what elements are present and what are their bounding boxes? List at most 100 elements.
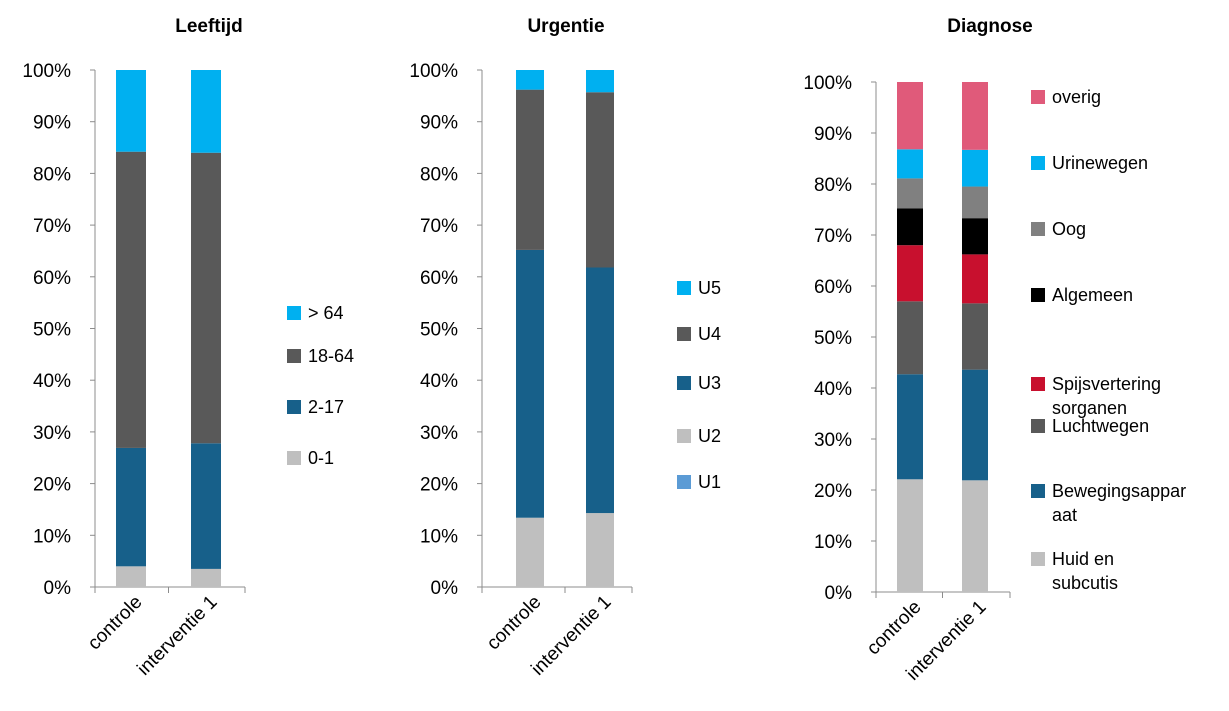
bar-segment [897,149,923,179]
y-tick-label: 20% [420,475,458,496]
legend-swatch [677,376,691,390]
y-tick-label: 60% [420,268,458,289]
y-tick-label: 30% [420,423,458,444]
bar-segment [586,513,614,587]
legend-swatch [287,306,301,320]
y-tick-label: 20% [33,475,71,496]
y-tick-label: 90% [814,124,852,145]
bar-segment [962,82,988,150]
bar-segment [897,479,923,592]
bar-segment [191,568,221,587]
legend-swatch [1031,377,1045,391]
legend-label: Spijsvertering sorganen [1052,374,1161,418]
legend-label: Huid en subcutis [1052,549,1118,593]
bar-segment [962,254,988,304]
x-tick-label: interventie 1 [133,592,221,680]
y-tick-label: 70% [420,216,458,237]
legend-label: Algemeen [1052,285,1133,305]
y-tick-label: 10% [420,526,458,547]
y-tick-label: 10% [814,532,852,553]
legend-label: U1 [698,472,721,492]
legend-swatch [1031,288,1045,302]
bar-segment [586,267,614,514]
legend-swatch [1031,222,1045,236]
bar-segment [191,70,221,153]
legend-label: Urinewegen [1052,153,1148,173]
y-tick-label: 90% [420,113,458,134]
bar-segment [897,178,923,209]
y-tick-label: 50% [420,320,458,341]
chart-title: Diagnose [947,16,1033,37]
chart-1: Urgentie 0% 10% 20% 30% 40% 50% 60% 70% 80% 90% 100… [409,16,721,680]
bar-segment [116,151,146,448]
legend-label: Luchtwegen [1052,416,1149,436]
bar-segment [897,82,923,150]
legend-label: 0-1 [308,448,334,468]
legend-label: U4 [698,324,721,344]
bar-segment [516,89,544,250]
bar-segment [586,92,614,268]
chart-title: Urgentie [527,16,604,37]
bar-segment [516,249,544,518]
legend-swatch [677,475,691,489]
legend-swatch [677,281,691,295]
y-tick-label: 60% [33,268,71,289]
bar-segment [516,70,544,90]
bar-segment [962,149,988,187]
bar-segment [897,374,923,480]
bar-segment [116,70,146,152]
legend-label: U3 [698,373,721,393]
y-tick-label: 0% [825,583,853,604]
legend-swatch [677,429,691,443]
bar-segment [897,301,923,375]
y-tick-label: 70% [814,226,852,247]
bar-segment [191,152,221,444]
legend-label: Oog [1052,219,1086,239]
legend-label: > 64 [308,303,344,323]
y-tick-label: 80% [420,164,458,185]
x-tick-label: controle [84,592,147,655]
bar-segment [897,245,923,302]
legend-swatch [1031,156,1045,170]
legend-swatch [1031,552,1045,566]
y-tick-label: 70% [33,216,71,237]
y-tick-label: 100% [409,61,458,82]
bar-segment [191,443,221,569]
y-tick-label: 0% [44,578,72,599]
y-tick-label: 80% [814,175,852,196]
chart-2: Diagnose 0% 10% 20% 30% 40% 50% 60% 70% 80% 90% 100… [803,16,1186,685]
legend-swatch [287,349,301,363]
bar-segment [897,208,923,246]
legend-swatch [287,400,301,414]
y-tick-label: 80% [33,164,71,185]
bar-segment [586,70,614,93]
y-tick-label: 90% [33,113,71,134]
y-tick-label: 30% [814,430,852,451]
chart-0: Leeftijd 0% 10% 20% 30% 40% 50% 60% 70% 80% 90% 100… [22,16,354,680]
legend-swatch [1031,419,1045,433]
y-tick-label: 0% [431,578,459,599]
bar-segment [962,186,988,219]
y-tick-label: 100% [803,73,852,94]
legend-swatch [1031,90,1045,104]
legend-label: overig [1052,87,1101,107]
bar-segment [962,218,988,255]
legend-label: Bewegingsappar aat [1052,481,1186,525]
bar-segment [962,369,988,481]
y-tick-label: 40% [33,371,71,392]
y-tick-label: 30% [33,423,71,444]
x-tick-label: controle [863,597,926,660]
legend-swatch [1031,484,1045,498]
y-tick-label: 20% [814,481,852,502]
bar-segment [962,480,988,592]
y-tick-label: 100% [22,61,71,82]
legend-label: 18-64 [308,346,354,366]
legend-label: U2 [698,426,721,446]
x-tick-label: controle [483,592,546,655]
bar-segment [116,447,146,567]
y-tick-label: 60% [814,277,852,298]
legend-label: U5 [698,278,721,298]
y-tick-label: 40% [420,371,458,392]
bar-segment [116,566,146,587]
